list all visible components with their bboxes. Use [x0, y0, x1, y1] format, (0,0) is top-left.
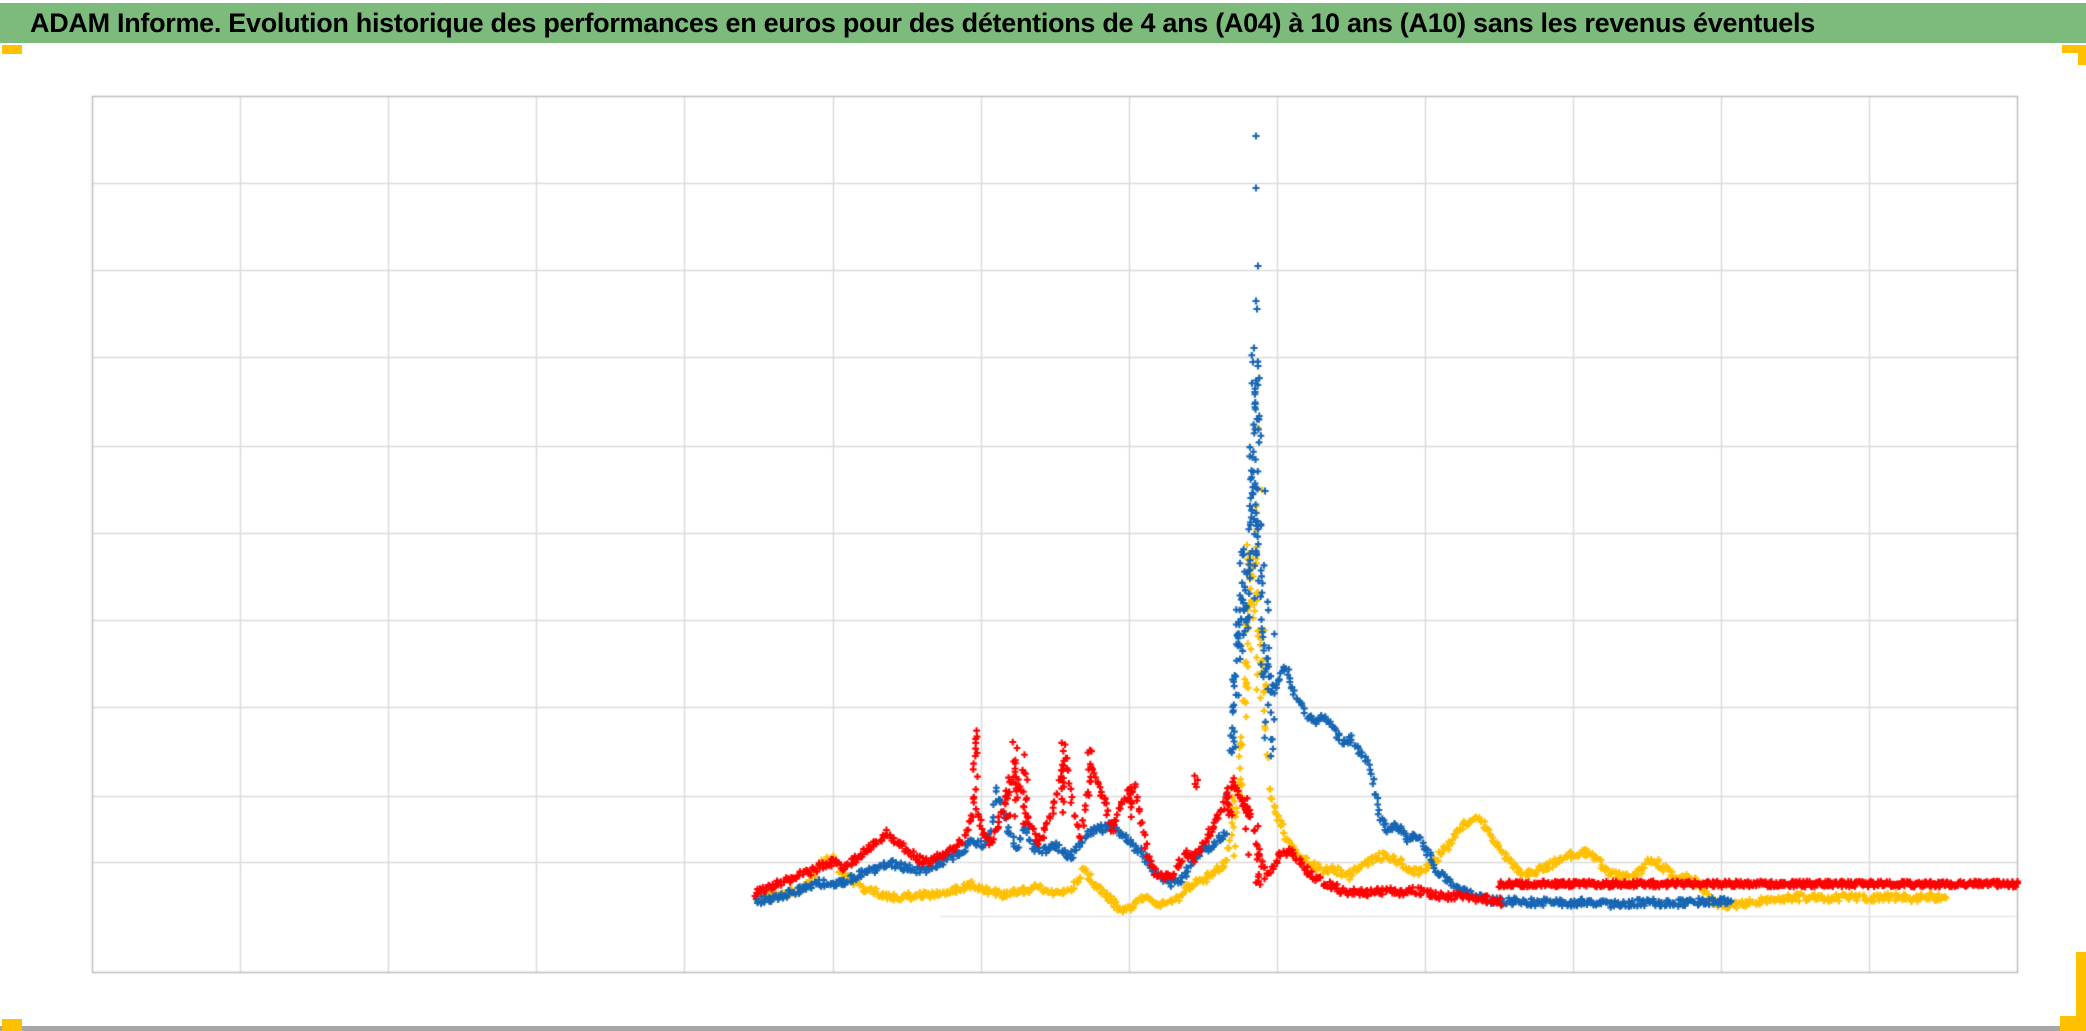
bottom-scroll-track [0, 1026, 2086, 1031]
selection-handle-bottom-right [2060, 1016, 2086, 1031]
report-title-bar: ADAM Informe. Evolution historique des p… [0, 3, 2086, 43]
report-title: ADAM Informe. Evolution historique des p… [30, 7, 1815, 38]
selection-handle-right-edge [2076, 952, 2086, 1031]
selection-handle-top-right [2062, 45, 2086, 53]
selection-handle-top-right-stub [2078, 45, 2086, 65]
selection-handle-bottom-left [2, 1019, 22, 1031]
selection-handle-top-left [2, 45, 22, 54]
